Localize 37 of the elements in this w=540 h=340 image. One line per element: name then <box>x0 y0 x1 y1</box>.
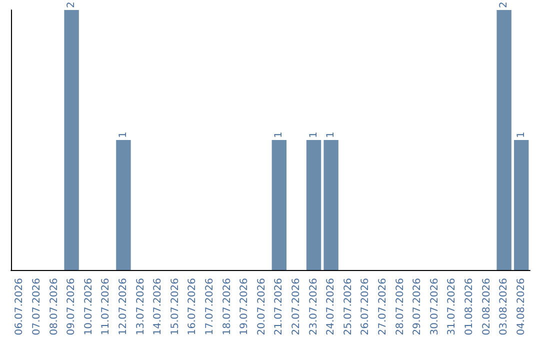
data-label: 2 <box>66 2 78 8</box>
x-tick-label: 31.07.2026 <box>446 278 458 336</box>
x-tick-label: 20.07.2026 <box>256 278 268 336</box>
data-label: 1 <box>308 132 320 138</box>
x-tick-label: 13.07.2026 <box>135 278 146 336</box>
x-tick-label: 29.07.2026 <box>412 278 424 336</box>
x-tick-label: 27.07.2026 <box>377 278 388 336</box>
x-tick-label: 10.07.2026 <box>83 278 94 336</box>
x-tick-label: 07.07.2026 <box>31 278 42 336</box>
data-label: 1 <box>118 132 129 138</box>
x-tick-label: 26.07.2026 <box>360 278 372 336</box>
x-tick-label: 16.07.2026 <box>187 278 198 336</box>
x-tick-label: 22.07.2026 <box>290 278 302 336</box>
x-tick-label: 03.08.2026 <box>498 278 510 336</box>
x-tick-label: 02.08.2026 <box>481 278 492 336</box>
x-tick-label: 23.07.2026 <box>308 278 320 336</box>
x-tick-label: 14.07.2026 <box>152 278 164 336</box>
x-tick-label: 09.07.2026 <box>66 278 78 336</box>
data-label: 1 <box>274 132 285 138</box>
x-tick-label: 04.08.2026 <box>516 278 527 336</box>
x-tick-label: 28.07.2026 <box>394 278 406 336</box>
data-label: 1 <box>326 132 337 138</box>
x-tick-label: 30.07.2026 <box>429 278 440 336</box>
x-tick-label: 21.07.2026 <box>274 278 285 336</box>
x-tick-label: 01.08.2026 <box>464 278 475 336</box>
x-tick-label: 19.07.2026 <box>239 278 250 336</box>
data-label: 2 <box>498 2 510 8</box>
x-tick-label: 18.07.2026 <box>222 278 233 336</box>
x-tick-label: 08.07.2026 <box>48 278 60 336</box>
x-tick-label: 11.07.2026 <box>100 278 112 336</box>
x-tick-label: 25.07.2026 <box>342 278 354 336</box>
x-tick-label: 24.07.2026 <box>326 278 337 336</box>
x-tick-label: 06.07.2026 <box>14 278 26 336</box>
x-tick-label: 12.07.2026 <box>118 278 129 336</box>
data-label: 1 <box>516 132 527 138</box>
x-tick-label: 15.07.2026 <box>170 278 181 336</box>
x-tick-label: 17.07.2026 <box>204 278 216 336</box>
